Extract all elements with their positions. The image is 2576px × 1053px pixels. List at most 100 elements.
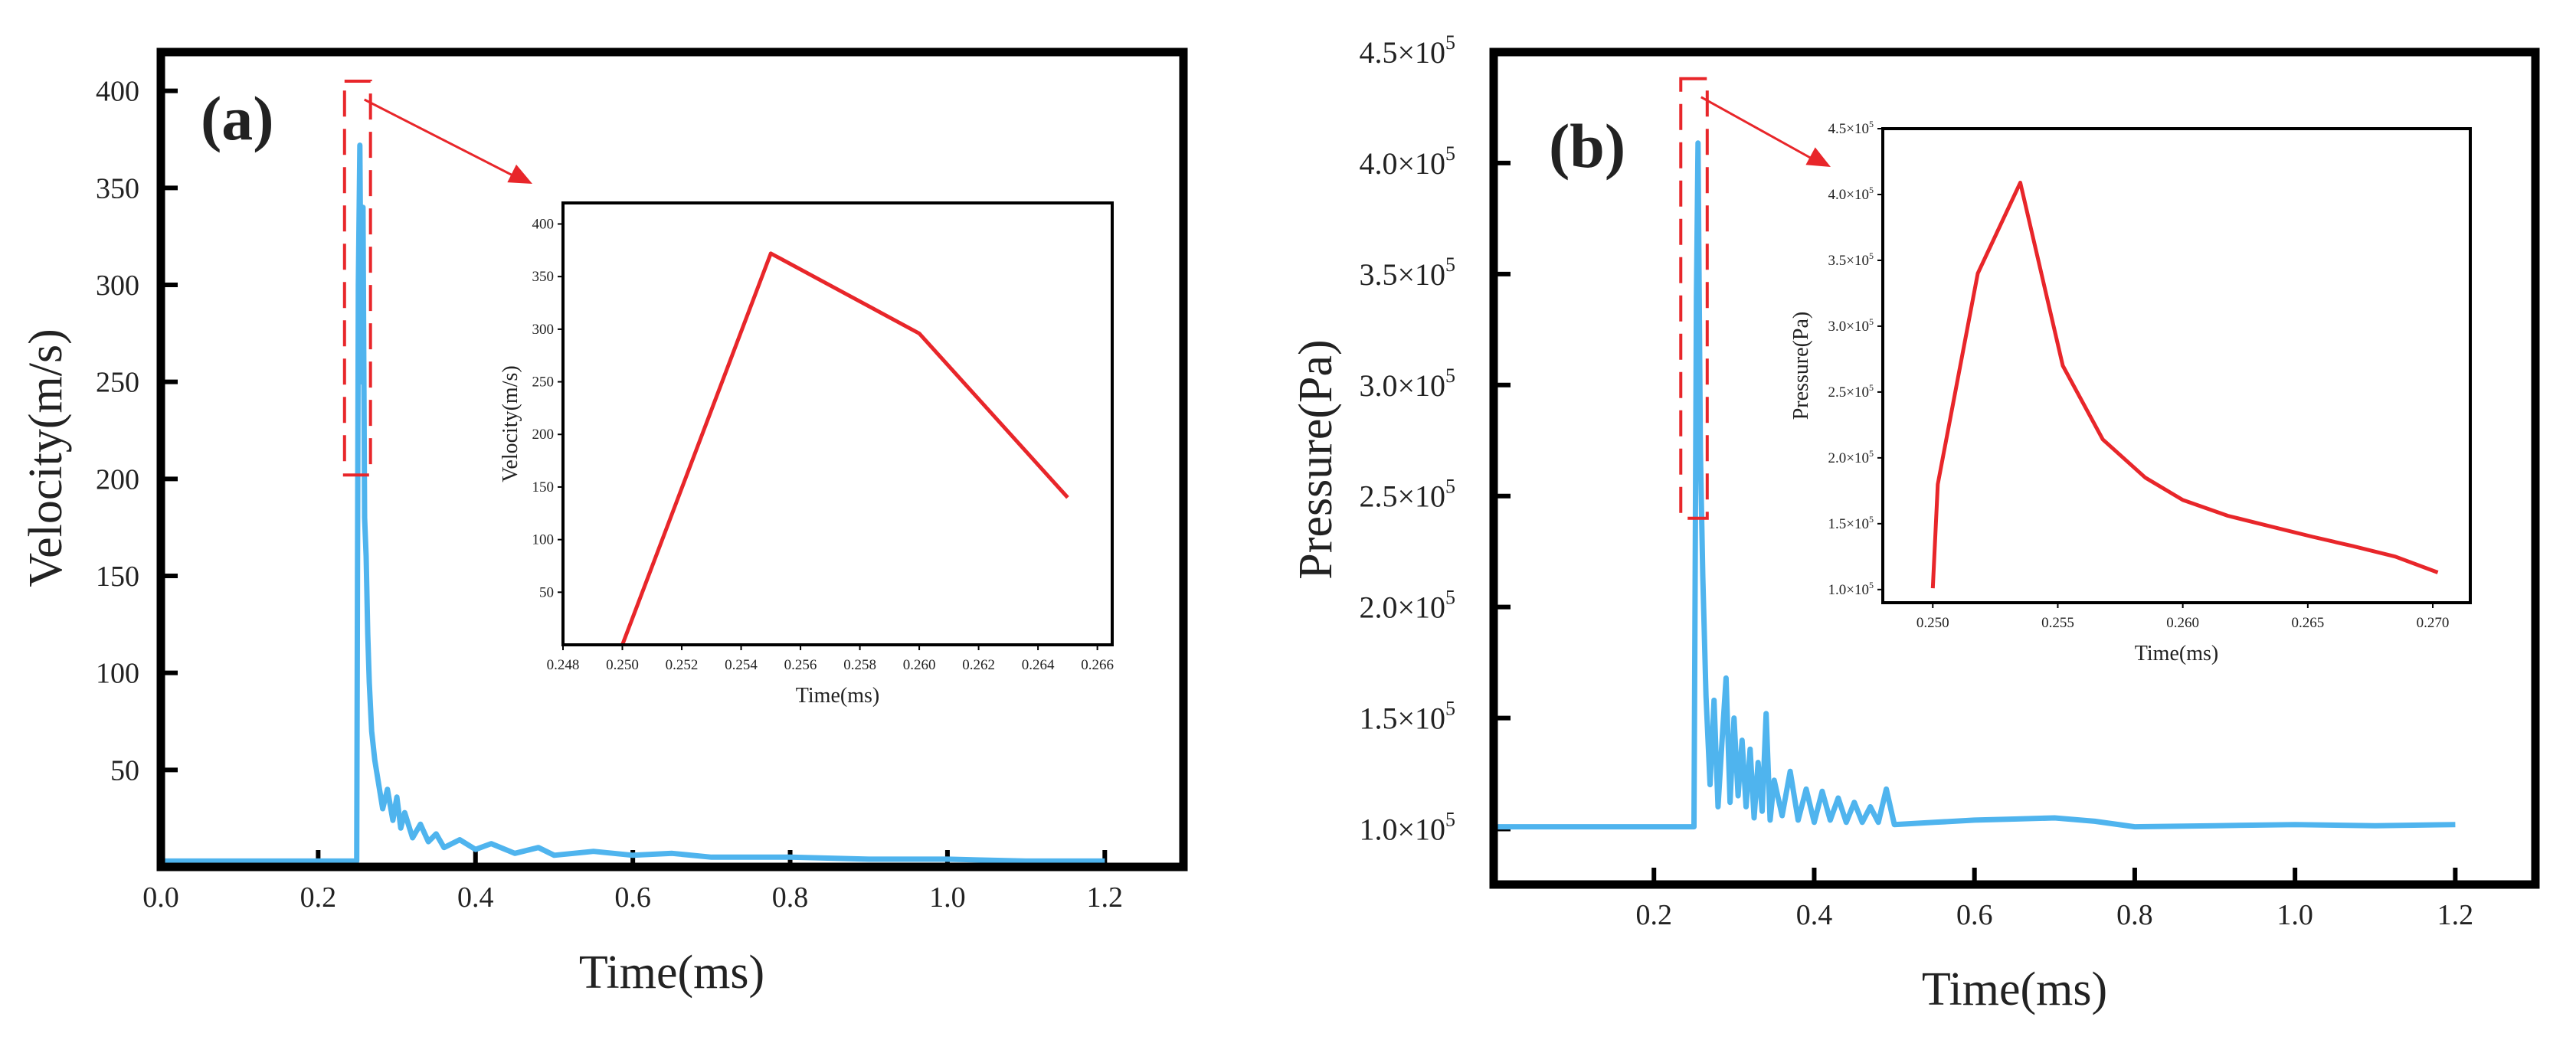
inset-x-tick-label: 0.254 (725, 657, 758, 673)
y-tick-mantissa: 2.5 (1359, 479, 1397, 514)
zoom-arrow-line (363, 98, 522, 181)
y-tick-mantissa: 1.0 (1359, 813, 1397, 847)
y-tick-label: 3.5×105 (1359, 253, 1455, 292)
inset-frame (561, 201, 1114, 646)
y-tick-label: 4.0×105 (1359, 142, 1455, 181)
y-tick-mantissa: 3.0 (1359, 368, 1397, 403)
inset-y-tick-label: 250 (532, 374, 555, 391)
x-tick-label: 1.2 (2437, 899, 2474, 931)
y-tick-label: 150 (96, 561, 139, 593)
inset-chart: 1.0×1051.5×1052.0×1052.5×1053.0×1053.5×1… (1789, 119, 2472, 665)
inset-x-tick-label: 0.262 (962, 657, 995, 673)
inset-y-tick-label: 350 (532, 269, 555, 285)
inset-y-tick-label: 150 (532, 479, 555, 495)
y-tick-exponent: 5 (1445, 365, 1455, 387)
inset-x-tick-label: 0.255 (2041, 615, 2074, 631)
y-tick-label: 100 (96, 658, 139, 690)
inset-y-tick-mantissa: 1.5 (1828, 516, 1847, 532)
inset-x-tick-label: 0.258 (843, 657, 876, 673)
x-tick-label: 0.2 (1635, 899, 1672, 931)
inset-frame (1881, 127, 2472, 604)
inset-y-tick-exponent: 5 (1869, 185, 1874, 195)
inset-x-tick-label: 0.265 (2291, 615, 2324, 631)
y-axis-title: Pressure(Pa) (1290, 339, 1342, 579)
y-tick-base: ×10 (1397, 701, 1445, 736)
inset-y-tick-mantissa: 2.0 (1828, 450, 1847, 466)
y-tick-mantissa: 3.5 (1359, 257, 1397, 292)
y-axis-title: Velocity(m/s) (20, 329, 72, 587)
inset-x-tick-label: 0.250 (606, 657, 639, 673)
inset-series-line-pressure (1930, 181, 2439, 589)
inset-y-tick-mantissa: 3.5 (1828, 253, 1847, 269)
y-tick-label: 2.5×105 (1359, 476, 1455, 514)
y-tick-label: 300 (96, 270, 139, 302)
inset-x-tick-label: 0.270 (2417, 615, 2450, 631)
inset-y-tick-exponent: 5 (1869, 580, 1874, 590)
inset-y-tick-base: ×10 (1846, 450, 1869, 466)
inset-y-tick-base: ×10 (1846, 253, 1869, 269)
inset-background (1883, 129, 2470, 603)
x-tick-label: 0.4 (457, 881, 494, 914)
inset-y-tick-base: ×10 (1846, 516, 1869, 532)
plot-frame (1489, 47, 2540, 889)
inset-background (563, 203, 1112, 645)
y-tick-exponent: 5 (1445, 253, 1455, 276)
y-tick-base: ×10 (1397, 479, 1445, 514)
y-tick-base: ×10 (1397, 35, 1445, 70)
y-tick-base: ×10 (1397, 257, 1445, 292)
inset-chart: 50 100 150 200 250 300 350 400 0.248 0.250 0.252 0.… (499, 201, 1114, 708)
inset-y-tick-label: 2.5×105 (1828, 382, 1874, 401)
inset-y-tick-label: 4.5×105 (1828, 119, 1874, 137)
inset-x-tick-label: 0.264 (1022, 657, 1055, 673)
inset-y-tick-base: ×10 (1846, 187, 1869, 203)
zoom-box (342, 80, 372, 477)
inset-y-tick-label: 1.0×105 (1828, 580, 1874, 598)
y-tick-label: 1.5×105 (1359, 698, 1455, 736)
x-tick-label: 0.8 (2116, 899, 2153, 931)
x-tick-label: 0.6 (614, 881, 651, 914)
y-tick-exponent: 5 (1445, 587, 1455, 609)
y-tick-label: 50 (110, 754, 139, 786)
inset-y-tick-base: ×10 (1846, 384, 1869, 401)
inset-y-tick-label: 200 (532, 427, 555, 443)
inset-y-tick-mantissa: 4.0 (1828, 187, 1847, 203)
series-line-velocity (161, 142, 1105, 864)
zoom-arrow-head (507, 164, 532, 184)
inset-y-tick-exponent: 5 (1869, 514, 1874, 525)
x-tick-label: 1.2 (1087, 881, 1124, 914)
inset-x-tick-label: 0.260 (2166, 615, 2199, 631)
y-tick-base: ×10 (1397, 813, 1445, 847)
x-tick-label: 1.0 (2277, 899, 2313, 931)
inset-y-tick-mantissa: 1.0 (1828, 582, 1847, 598)
panel-letter: (a) (201, 83, 274, 153)
y-tick-label: 2.0×105 (1359, 587, 1455, 625)
inset-y-axis-title: Velocity(m/s) (499, 365, 522, 482)
inset-x-axis-title: Time(ms) (796, 684, 879, 708)
inset-y-tick-exponent: 5 (1869, 316, 1874, 327)
inset-y-tick-label: 4.0×105 (1828, 185, 1874, 203)
inset-y-tick-label: 50 (539, 584, 554, 600)
y-tick-base: ×10 (1397, 146, 1445, 181)
inset-y-tick-base: ×10 (1846, 121, 1869, 137)
plot-frame (156, 47, 1188, 872)
inset-x-axis-title: Time(ms) (2135, 642, 2218, 665)
y-tick-label: 350 (96, 172, 139, 204)
inset-series-line-velocity (620, 251, 1069, 646)
y-tick-mantissa: 1.5 (1359, 701, 1397, 736)
x-tick-label: 0.6 (1956, 899, 1993, 931)
inset-x-tick-label: 0.248 (547, 657, 580, 673)
x-tick-label: 1.0 (929, 881, 966, 914)
inset-y-tick-exponent: 5 (1869, 119, 1874, 129)
inset-y-tick-mantissa: 4.5 (1828, 121, 1847, 137)
inset-y-tick-label: 100 (532, 532, 555, 548)
y-tick-label: 400 (96, 76, 139, 108)
inset-y-tick-label: 400 (532, 216, 555, 232)
y-tick-exponent: 5 (1445, 476, 1455, 498)
inset-x-tick-label: 0.260 (903, 657, 936, 673)
inset-y-tick-label: 2.0×105 (1828, 448, 1874, 466)
y-tick-base: ×10 (1397, 590, 1445, 625)
inset-y-axis-title: Pressure(Pa) (1789, 312, 1813, 420)
x-tick-label: 0.8 (772, 881, 809, 914)
inset-y-tick-mantissa: 2.5 (1828, 384, 1847, 401)
